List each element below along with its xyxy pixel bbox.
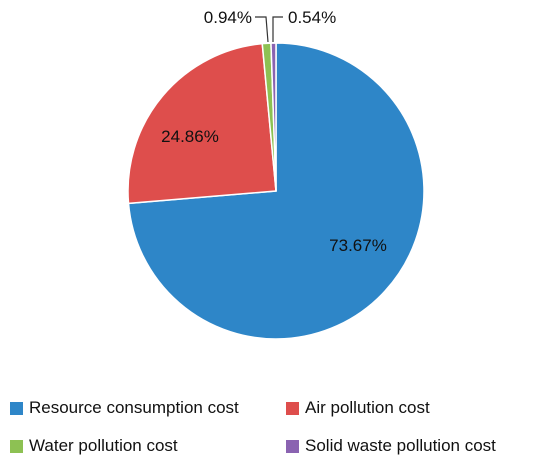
legend-swatch-air-pollution: [286, 401, 299, 415]
leader-line-water-pollution-cost: [255, 16, 269, 43]
data-label-air-pollution-cost: 24.86%: [161, 127, 219, 146]
pie-slices: [127, 42, 425, 340]
leader-line-solid-waste-pollution-cost: [272, 16, 283, 42]
legend-label-resource-consumption: Resource consumption cost: [29, 398, 239, 417]
pie-slice-air-pollution-cost: [127, 42, 277, 205]
legend-item-air-pollution: Air pollution cost: [286, 398, 430, 418]
legend-label-water-pollution: Water pollution cost: [29, 436, 178, 455]
legend-item-water-pollution: Water pollution cost: [10, 436, 178, 456]
legend-label-air-pollution: Air pollution cost: [305, 398, 430, 417]
legend-item-solid-waste-pollution: Solid waste pollution cost: [286, 436, 496, 456]
data-label-water-pollution-cost: 0.94%: [204, 8, 252, 27]
legend: Resource consumption cost Air pollution …: [0, 388, 550, 468]
legend-swatch-resource-consumption: [10, 401, 23, 415]
data-label-solid-waste-pollution-cost: 0.54%: [288, 8, 336, 27]
pie-slice-solid-waste-pollution-cost: [270, 42, 277, 192]
data-label-resource-consumption-cost: 73.67%: [329, 236, 387, 255]
legend-item-resource-consumption: Resource consumption cost: [10, 398, 239, 418]
legend-swatch-water-pollution: [10, 439, 23, 453]
data-labels: 73.67% 24.86% 0.94% 0.54%: [161, 8, 387, 255]
leader-lines: [255, 16, 283, 43]
legend-swatch-solid-waste-pollution: [286, 439, 299, 453]
legend-label-solid-waste-pollution: Solid waste pollution cost: [305, 436, 496, 455]
